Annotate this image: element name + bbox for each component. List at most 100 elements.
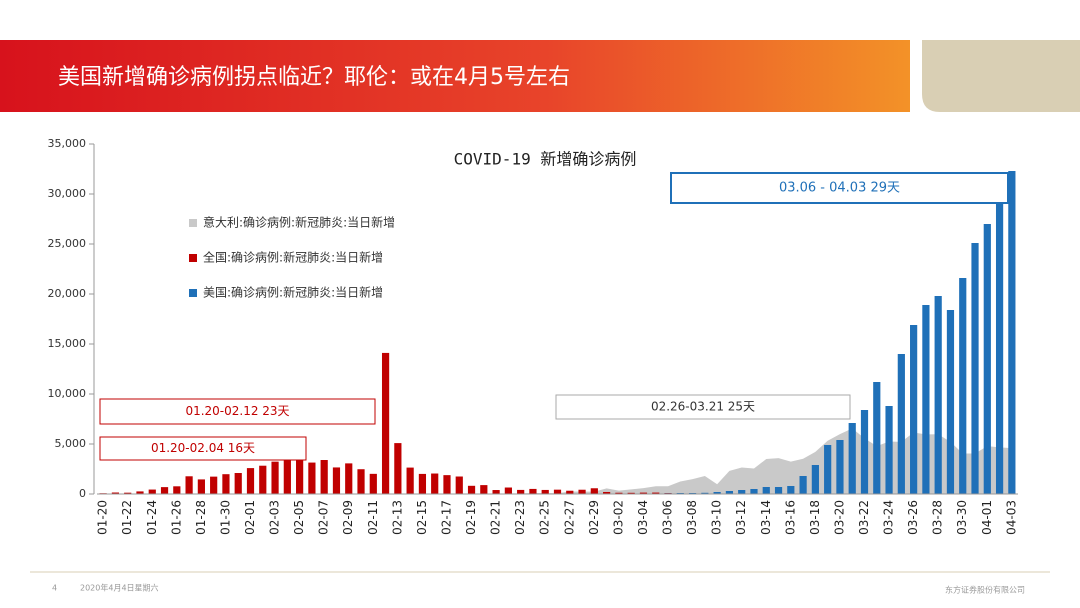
bar — [345, 463, 353, 494]
x-tick-label: 03-18 — [808, 500, 822, 535]
x-tick-label: 03-22 — [857, 500, 871, 535]
y-tick-label: 25,000 — [48, 237, 87, 250]
x-tick-label: 01-22 — [120, 500, 134, 535]
bar — [934, 296, 942, 494]
legend-label: 全国:确诊病例:新冠肺炎:当日新增 — [203, 250, 383, 265]
x-tick-label: 02-11 — [366, 500, 380, 535]
header-accent — [922, 40, 1080, 112]
bar — [210, 476, 218, 494]
x-tick-label: 02-21 — [489, 500, 503, 535]
bar — [946, 310, 955, 494]
x-tick-label: 01-26 — [169, 500, 183, 535]
bar — [553, 489, 562, 494]
bar — [124, 492, 132, 494]
x-tick-label: 02-07 — [317, 500, 331, 535]
x-tick-label: 01-28 — [194, 500, 208, 535]
bar — [652, 492, 660, 494]
bar — [738, 490, 746, 494]
bar — [406, 467, 414, 494]
bar — [443, 475, 451, 494]
legend-label: 意大利:确诊病例:新冠肺炎:当日新增 — [203, 215, 395, 230]
y-tick-label: 0 — [79, 487, 86, 500]
bar — [234, 473, 242, 494]
bar — [639, 492, 648, 494]
bar — [259, 465, 267, 494]
bar — [578, 489, 586, 494]
y-tick-label: 35,000 — [48, 137, 87, 150]
bar — [566, 490, 574, 494]
x-tick-label: 04-03 — [1004, 500, 1018, 535]
bar — [308, 462, 316, 494]
x-tick-label: 03-26 — [906, 500, 920, 535]
x-tick-label: 03-12 — [734, 500, 748, 535]
bar — [296, 457, 304, 494]
slide-title: 美国新增确诊病例拐点临近？耶伦：或在4月5号左右 — [58, 65, 570, 90]
x-tick-label: 02-17 — [439, 500, 453, 535]
y-tick-label: 20,000 — [48, 287, 87, 300]
bar — [615, 492, 623, 494]
x-tick-label: 04-01 — [980, 500, 994, 535]
annotation-box — [99, 436, 307, 461]
bar — [271, 461, 279, 494]
bar — [983, 224, 991, 494]
bar — [873, 382, 881, 494]
bar — [197, 479, 205, 494]
bar — [713, 492, 721, 494]
bar — [897, 354, 905, 494]
x-tick-label: 03-20 — [832, 500, 846, 535]
bar — [111, 492, 120, 494]
bar — [541, 489, 549, 494]
bar — [381, 352, 390, 494]
bar — [701, 492, 709, 494]
bar — [369, 473, 377, 494]
bar — [467, 485, 476, 494]
x-tick-label: 03-14 — [759, 500, 773, 535]
bar — [455, 476, 463, 494]
bar — [922, 305, 930, 494]
x-tick-label: 02-27 — [562, 500, 576, 535]
bar — [799, 476, 807, 494]
footer-company: 东方证券股份有限公司 — [945, 585, 1025, 595]
page-number: 4 — [52, 584, 57, 593]
annotation: 02.26-03.21 25天 — [651, 400, 755, 414]
bar — [431, 473, 439, 494]
header-band — [0, 40, 910, 112]
annotation: 03.06 - 04.03 29天 — [779, 181, 900, 196]
bar — [185, 476, 193, 494]
bar — [762, 487, 770, 494]
bar — [774, 487, 783, 494]
annotation-box — [670, 172, 1009, 204]
bar — [394, 443, 402, 494]
chart-title: COVID-19 新增确诊病例 — [454, 150, 637, 169]
bar — [860, 410, 869, 494]
bar — [885, 406, 893, 494]
x-tick-label: 02-09 — [341, 500, 355, 535]
x-tick-label: 02-25 — [538, 500, 552, 535]
x-tick-label: 02-13 — [390, 500, 404, 535]
x-tick-label: 03-28 — [931, 500, 945, 535]
bar — [750, 489, 758, 494]
x-tick-label: 03-24 — [882, 500, 896, 535]
bar — [529, 488, 537, 494]
bar — [173, 486, 181, 494]
bar — [848, 423, 856, 494]
bar — [787, 486, 795, 494]
bar — [725, 491, 734, 494]
annotation: 01.20-02.04 16天 — [151, 441, 255, 455]
footer-date: 2020年4月4日星期六 — [80, 583, 159, 593]
x-tick-label: 01-24 — [145, 500, 159, 535]
bar — [959, 278, 967, 494]
bar — [971, 243, 979, 494]
bar — [357, 469, 365, 494]
bar — [283, 455, 291, 494]
annotation-box — [99, 398, 376, 425]
x-tick-label: 03-08 — [685, 500, 699, 535]
x-tick-label: 03-10 — [710, 500, 724, 535]
x-tick-label: 01-20 — [96, 500, 110, 535]
x-tick-label: 03-02 — [611, 500, 625, 535]
bar — [320, 460, 328, 494]
x-tick-label: 03-16 — [783, 500, 797, 535]
bar — [811, 465, 819, 494]
x-tick-label: 03-30 — [955, 500, 969, 535]
